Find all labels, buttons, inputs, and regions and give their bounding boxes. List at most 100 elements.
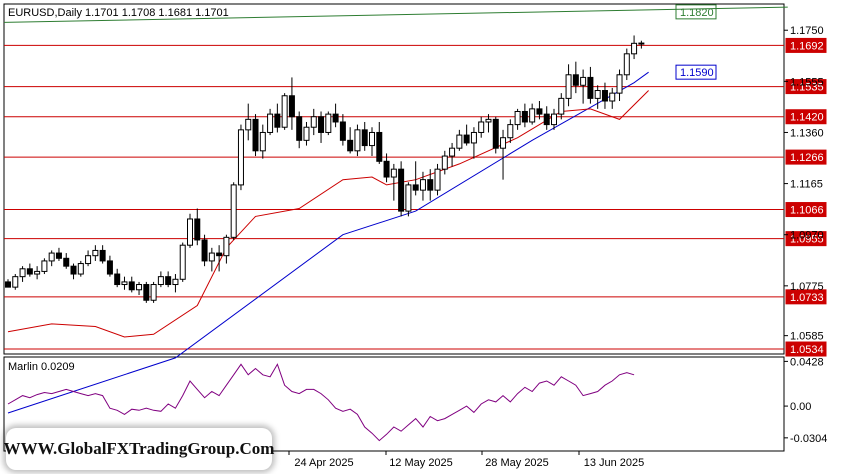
bull-candle: [34, 270, 41, 275]
bull-candle: [310, 116, 317, 128]
level-label: 1.0534: [790, 344, 824, 356]
bull-candle: [623, 53, 630, 76]
level-label-box: [785, 149, 827, 165]
bear-candle: [63, 257, 70, 267]
blue-moving-average: [7, 71, 649, 414]
bull-candle: [41, 260, 48, 272]
bear-candle: [26, 268, 33, 275]
bull-candle: [267, 113, 274, 133]
bull-candle: [48, 252, 55, 262]
bull-candle: [281, 95, 288, 128]
bear-candle: [463, 134, 470, 144]
bull-candle: [580, 76, 587, 86]
level-label: 1.0955: [790, 234, 824, 246]
bear-candle: [143, 284, 150, 301]
indicator-label: Marlin 0.0209: [8, 361, 75, 373]
bear-candle: [398, 168, 405, 212]
level-label-box: [785, 79, 827, 95]
price-tick-label: 1.1360: [790, 127, 824, 139]
bear-candle: [318, 116, 325, 133]
bull-candle: [529, 108, 536, 123]
bull-candle: [179, 244, 186, 280]
bear-candle: [288, 95, 295, 118]
bull-candle: [551, 113, 557, 126]
level-label: 1.1820: [680, 7, 714, 19]
bull-candle: [85, 255, 92, 265]
bull-candle: [172, 278, 179, 286]
bull-candle: [19, 268, 26, 278]
level-label-box: [785, 341, 827, 357]
level-label-box: [675, 64, 717, 80]
price-tick-label: 1.0585: [790, 331, 824, 343]
time-tick-label: 28 May 2025: [485, 457, 549, 469]
bear-candle: [412, 184, 419, 191]
bear-candle: [165, 276, 172, 286]
bull-candle: [245, 118, 252, 131]
level-label: 1.1420: [790, 112, 824, 124]
bull-candle: [449, 147, 456, 157]
bear-candle: [572, 74, 579, 86]
bull-candle: [303, 126, 310, 141]
bull-candle: [259, 131, 266, 152]
bear-candle: [587, 76, 594, 99]
bull-candle: [456, 134, 463, 149]
time-tick-label: 24 Apr 2025: [294, 457, 353, 469]
bull-candle: [500, 137, 507, 149]
symbol-info: EURUSD,Daily 1.1701 1.1708 1.1681 1.1701: [8, 7, 229, 19]
bull-candle: [121, 281, 128, 286]
time-tick-label: 13 Jun 2025: [584, 457, 645, 469]
bull-candle: [507, 124, 514, 139]
price-tick-label: 1.1750: [790, 25, 824, 37]
osc-tick-label: 0.00: [790, 401, 811, 413]
bull-candle: [230, 184, 237, 238]
bull-candle: [136, 284, 143, 291]
bear-candle: [543, 113, 550, 126]
bull-candle: [470, 131, 477, 144]
bull-candle: [565, 74, 572, 99]
bear-candle: [492, 118, 499, 149]
marlin-line: [7, 363, 635, 442]
bull-candle: [631, 42, 638, 55]
bull-candle: [441, 155, 448, 170]
bear-candle: [252, 118, 259, 152]
bull-candle: [405, 184, 412, 212]
bull-candle: [223, 236, 230, 257]
bear-candle: [332, 113, 339, 123]
bear-candle: [99, 249, 106, 262]
bear-candle: [274, 113, 281, 128]
bull-candle: [514, 110, 521, 126]
price-levels: 1.1820 1.1692 1.1590 1.1535 1.1420 1.1266 1.10…: [3, 4, 827, 357]
bull-candle: [390, 168, 397, 178]
bear-candle: [601, 90, 608, 102]
bear-candle: [70, 265, 77, 275]
bull-candle: [77, 263, 84, 275]
level-label: 1.1692: [790, 40, 824, 52]
bear-candle: [536, 108, 543, 115]
bear-candle: [427, 179, 434, 191]
bull-candle: [354, 129, 361, 152]
bull-candle: [157, 276, 164, 286]
bull-candle: [369, 131, 375, 147]
level-label: 1.1535: [790, 82, 824, 94]
watermark-text: WWW.GlobalFXTradingGroup.Com: [3, 439, 275, 458]
bull-candle: [434, 168, 441, 191]
time-axis: 24 Apr 2025 12 May 2025 28 May 2025 13 Jun …: [288, 451, 645, 469]
bear-candle: [347, 139, 354, 152]
bull-candle: [594, 90, 601, 99]
bull-candle: [12, 276, 19, 288]
level-label-box: [785, 231, 827, 247]
bear-candle: [106, 260, 113, 275]
bear-candle: [296, 116, 303, 141]
bear-candle: [5, 281, 11, 288]
bull-candle: [208, 252, 215, 262]
bear-candle: [55, 252, 62, 259]
time-tick-label: 12 May 2025: [389, 457, 453, 469]
oscillator: 0.0428 0.00 -0.0304: [7, 356, 827, 445]
level-label-box: [785, 202, 827, 218]
bear-candle: [339, 121, 346, 141]
osc-tick-label: -0.0304: [790, 433, 827, 445]
candles: [5, 35, 645, 303]
bull-candle: [92, 249, 99, 257]
level-label: 1.1590: [680, 67, 714, 79]
price-tick-label: 1.0775: [790, 281, 824, 293]
